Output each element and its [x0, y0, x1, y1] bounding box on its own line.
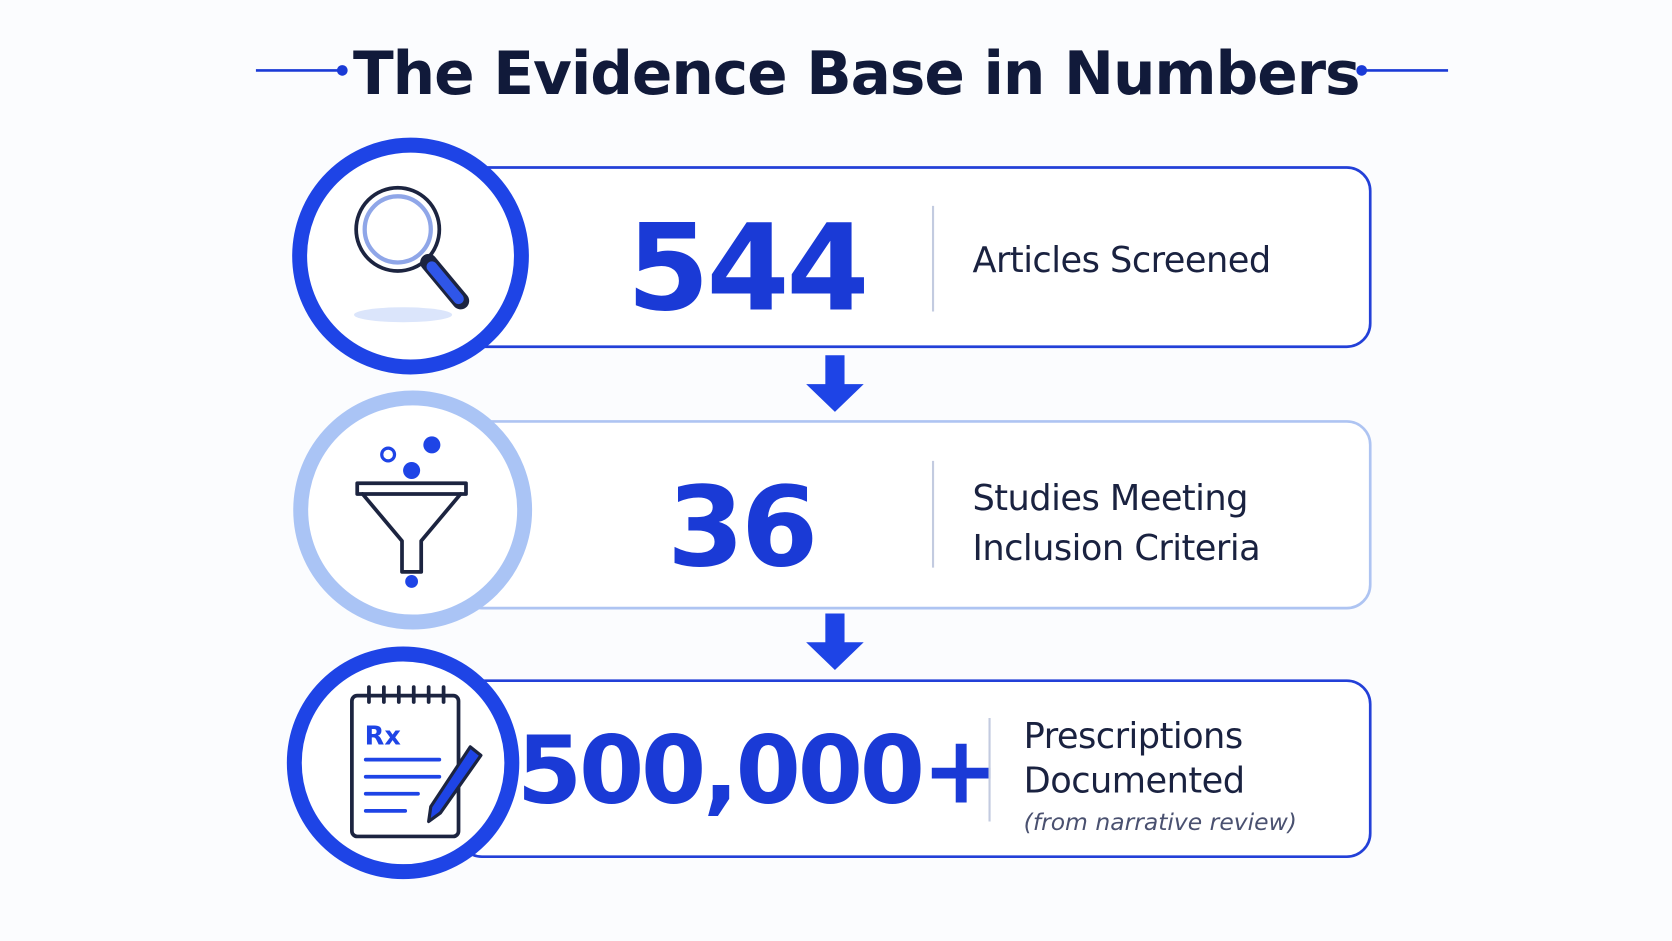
funnel-rim: [355, 481, 468, 496]
text-lines: [363, 757, 442, 813]
stat-number: 500,000+: [517, 716, 997, 825]
icon-circle: [286, 646, 520, 880]
stat-number: 544: [627, 199, 867, 338]
lens: [354, 185, 442, 273]
bubble: [423, 436, 441, 454]
rings: [367, 685, 446, 704]
funnel-body: [360, 492, 463, 574]
stat-label: Articles Screened: [972, 240, 1270, 281]
bubble: [380, 446, 397, 463]
title-dot: [336, 65, 348, 76]
icon-label: Rx: [365, 722, 402, 752]
arrow: [806, 355, 864, 412]
prescription-icon: Rx: [350, 685, 483, 839]
icon-circle: [293, 390, 533, 630]
shadow: [354, 307, 453, 323]
handle: [426, 261, 464, 305]
stat-label: Studies Meeting: [972, 478, 1248, 519]
stat-label: Inclusion Criteria: [972, 528, 1260, 569]
stat-label: Documented: [1024, 761, 1245, 802]
stat-number: 36: [667, 463, 815, 592]
pen: [427, 745, 483, 824]
lens: [362, 194, 433, 265]
arrow: [806, 613, 864, 671]
bubble: [403, 461, 421, 480]
stat-label: Prescriptions: [1024, 716, 1243, 757]
search-icon: [354, 185, 470, 323]
title-dot: [1356, 65, 1368, 76]
stat-note: (from narrative review): [1024, 808, 1297, 836]
title: The Evidence Base in Numbers: [353, 40, 1359, 109]
drop: [405, 575, 418, 588]
funnel-icon: [355, 436, 468, 588]
